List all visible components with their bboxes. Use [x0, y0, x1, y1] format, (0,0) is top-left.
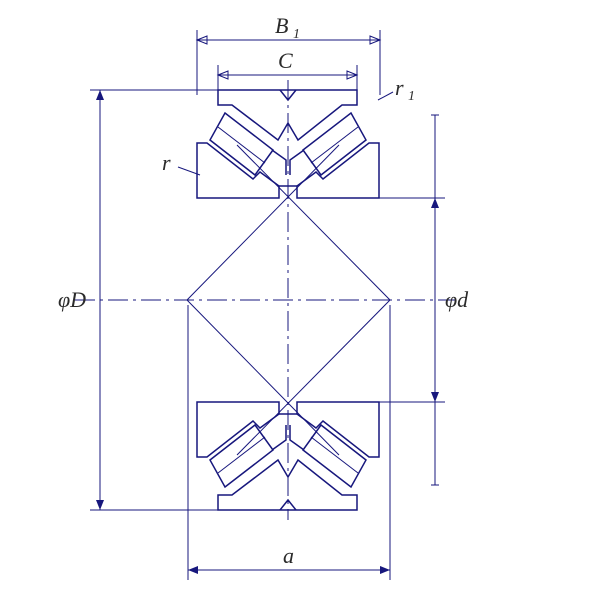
label-r1-sub: 1: [408, 89, 415, 104]
label-C: C: [278, 48, 293, 73]
label-B1: B: [275, 13, 288, 38]
bearing-diagram: B 1 C r 1 r φD φd a: [0, 0, 600, 600]
label-r: r: [162, 150, 171, 175]
label-a: a: [283, 543, 294, 568]
label-phid: φd: [445, 287, 469, 312]
label-r1: r: [395, 75, 404, 100]
label-phiD: φD: [58, 287, 86, 312]
label-B1-sub: 1: [293, 27, 300, 42]
